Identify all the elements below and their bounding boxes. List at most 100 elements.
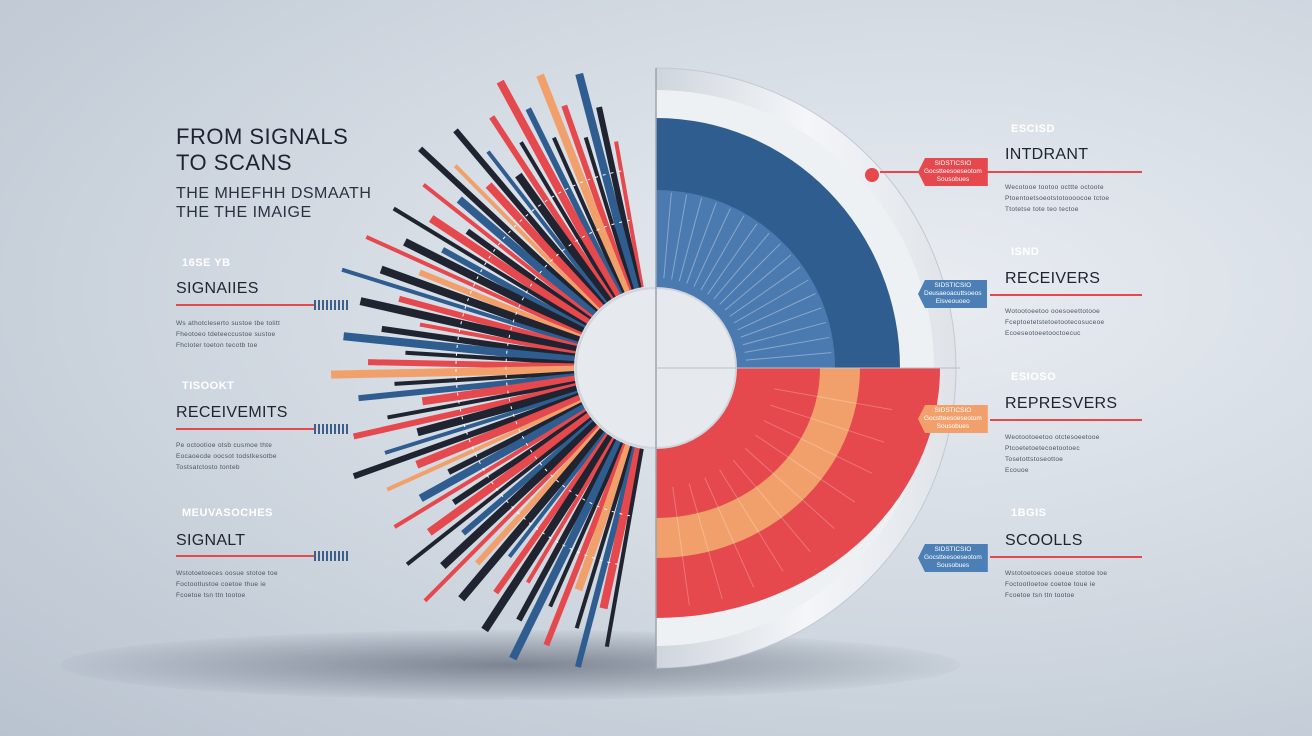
signal-ray	[465, 228, 592, 323]
blue-stripe	[713, 232, 770, 300]
signal-ray	[423, 424, 600, 603]
red-stripe	[769, 404, 885, 443]
item-heading: INTDRANT	[1005, 146, 1089, 163]
pointer-line: SIDSTICSIO	[934, 282, 972, 289]
text-line: Ptoentoetsoeotstotoooocoe tctoe	[1005, 195, 1110, 202]
text-line: Wecotooe tootoo octtte octoote	[1005, 184, 1104, 191]
signal-ray	[486, 150, 608, 305]
item-heading: SCOOLLS	[1005, 532, 1083, 549]
signal-ray	[343, 332, 575, 364]
pointer-line: Gocstteesoeseotom	[924, 168, 982, 175]
callout-pointer: SIDSTICSIO Gocstteesoeseotom Sousobues	[918, 405, 988, 433]
signal-ray	[341, 267, 579, 346]
signal-ray	[358, 373, 575, 402]
blue-stripe	[686, 202, 717, 284]
item-badge: 1BGIS	[1011, 507, 1047, 519]
signal-ray	[393, 408, 587, 529]
connector-line	[990, 419, 1142, 421]
blue-stripe	[678, 197, 703, 282]
signal-ray	[419, 322, 576, 356]
item-text: Wecotooe tootoo octtte octoote Ptoentoet…	[1005, 182, 1155, 215]
subtitle-line: THE THE IMAIGE	[176, 204, 312, 221]
guide-arc	[505, 219, 631, 517]
pointer-line: Sousobues	[936, 562, 970, 569]
signal-ray	[596, 106, 642, 289]
blue-stripe	[707, 223, 758, 295]
guide-arc	[455, 170, 622, 566]
text-line: Tosetottstoseottoe	[1005, 456, 1064, 463]
diagram-title: FROM SIGNALS TO SCANS	[176, 124, 348, 176]
text-line: Ws athotcleserto sustoe tbe tolitt	[176, 320, 281, 327]
signal-ray	[405, 350, 575, 366]
item-badge: 16SE YB	[182, 257, 231, 269]
signal-ray	[461, 419, 596, 536]
pointer-line: Gocstteesoeseotom	[924, 554, 982, 561]
pointer-line: Sousobues	[936, 423, 970, 430]
text-line: Ecoeseotoeetooctoecuc	[1005, 330, 1081, 337]
item-heading: REPRESVERS	[1005, 395, 1118, 412]
red-stripe	[755, 434, 856, 503]
item-heading: SIGNAIIES	[176, 280, 259, 297]
blue-stripe	[742, 321, 827, 346]
signal-ray	[536, 73, 630, 294]
signal-ray	[552, 136, 625, 294]
text-line: Foctootlustoe coetoe thue ie	[176, 581, 267, 588]
connector-line	[176, 428, 314, 430]
pointer-line: Sousobues	[936, 176, 970, 183]
signal-ray	[418, 404, 587, 502]
title-line: FROM SIGNALS	[176, 124, 349, 149]
signal-ray	[526, 437, 616, 584]
signal-ray	[367, 359, 575, 370]
signal-ray	[415, 395, 582, 469]
signal-ray	[561, 104, 632, 292]
drop-shadow	[60, 630, 960, 700]
text-line: Eocaoecde oocsot todstkesotbe	[176, 453, 277, 460]
signal-ray	[525, 107, 623, 296]
signal-ray	[379, 265, 581, 345]
signal-ray	[403, 238, 585, 335]
signal-ray	[422, 183, 593, 319]
signal-ray	[458, 428, 607, 602]
signal-ray	[599, 447, 643, 610]
connector-line	[176, 304, 314, 306]
red-stripe	[719, 469, 784, 572]
blue-stripe	[724, 254, 792, 311]
signal-ray	[387, 380, 576, 420]
blue-stripe	[745, 352, 832, 361]
text-line: Fhcloter toeton tecotb toe	[176, 342, 258, 349]
callout-dot	[865, 168, 879, 182]
diagram-subtitle: THE MHEFHH DSMAATH THE THE IMAIGE	[176, 184, 371, 222]
signal-ray	[421, 375, 576, 406]
signal-ray	[426, 412, 592, 536]
red-stripe	[732, 459, 811, 553]
pointer-line: SIDSTICSIO	[934, 160, 972, 167]
item-heading: RECEIVERS	[1005, 270, 1101, 287]
connector-ticks	[314, 551, 348, 561]
signal-ray	[614, 141, 644, 288]
signal-ray	[496, 79, 621, 298]
text-line: Ttotetse tote teo tectoe	[1005, 206, 1079, 213]
pointer-line: SIDSTICSIO	[934, 546, 972, 553]
item-badge: ISND	[1011, 246, 1040, 258]
item-badge: TISOOKT	[182, 380, 235, 392]
subtitle-line: THE MHEFHH DSMAATH	[176, 185, 372, 202]
item-badge: MEUVASOCHES	[182, 507, 273, 519]
text-line: Wstotoetoeces oosue stotoe toe	[176, 570, 278, 577]
signal-ray	[453, 128, 606, 308]
text-line: Wstotoetoeces ooeue stotoe toe	[1005, 570, 1108, 577]
red-stripe	[688, 483, 723, 599]
signal-ray	[392, 206, 587, 328]
item-text: Wstotoetoeces oosue stotoe toe Foctootlu…	[176, 568, 326, 601]
signal-ray	[515, 172, 612, 304]
signal-ray	[507, 431, 608, 559]
text-line: Fheotoeo tdeteeccustoe sustoe	[176, 331, 276, 338]
item-badge: ESIOSO	[1011, 371, 1057, 383]
signal-ray	[441, 247, 586, 331]
signal-ray	[519, 141, 616, 299]
blue-stripe	[740, 307, 822, 338]
blue-stripes	[655, 192, 832, 361]
item-heading: SIGNALT	[176, 532, 246, 549]
blue-stripe	[719, 243, 781, 305]
signal-ray	[418, 269, 582, 341]
